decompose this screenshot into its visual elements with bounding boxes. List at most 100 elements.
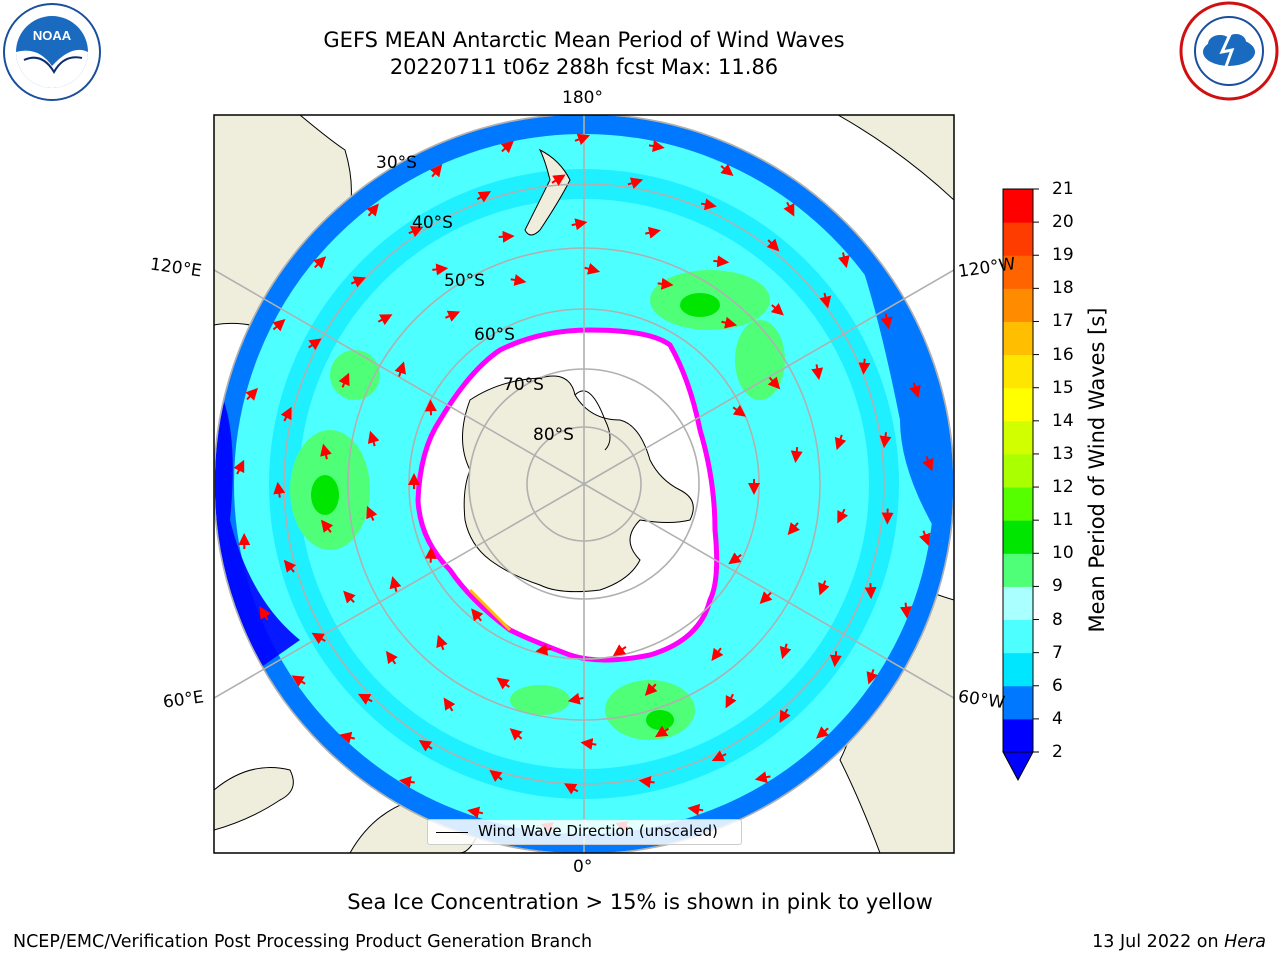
wind-wave-arrow: [283, 559, 297, 573]
wind-wave-arrow: [445, 310, 461, 322]
wind-wave-arrow: [837, 508, 849, 524]
colorbar-tick-label: 20: [1052, 212, 1074, 233]
chart-title: GEFS MEAN Antarctic Mean Period of Wind …: [323, 28, 845, 52]
wind-wave-arrow: [498, 230, 515, 243]
wind-wave-arrow: [644, 683, 658, 696]
wind-wave-arrow: [476, 191, 492, 203]
wind-wave-arrow: [584, 263, 601, 275]
wind-wave-arrow: [233, 459, 245, 475]
wind-wave-arrow: [909, 382, 921, 399]
wind-wave-arrow: [564, 783, 579, 795]
wind-wave-arrow: [471, 608, 484, 622]
wind-wave-arrow: [280, 406, 292, 422]
colorbar-tick-label: 17: [1052, 311, 1074, 332]
colorbar-segment: [1003, 288, 1033, 322]
wind-wave-arrow: [713, 255, 730, 268]
wind-wave-arrow: [385, 650, 398, 665]
colorbar-tick-label: 8: [1052, 609, 1063, 630]
colorbar-tick-label: 6: [1052, 675, 1063, 696]
wind-wave-arrow: [819, 292, 832, 309]
wind-wave-arrow: [489, 769, 503, 782]
wind-wave-arrow: [432, 263, 449, 276]
colorbar-segment: [1003, 189, 1033, 223]
wind-wave-arrow: [922, 456, 934, 472]
colorbar-segment: [1003, 718, 1033, 753]
wind-wave-arrow: [377, 314, 393, 326]
lon-label-bottom: 0°: [573, 857, 593, 877]
wind-wave-arrow: [343, 590, 356, 604]
wind-wave-arrow: [574, 133, 591, 146]
svg-text:NOAA: NOAA: [33, 28, 72, 43]
colorbar-segment: [1003, 685, 1033, 720]
colorbar-segment: [1003, 520, 1033, 554]
wind-wave-arrow: [500, 140, 514, 154]
wind-wave-arrow: [627, 177, 644, 189]
colorbar-label: Mean Period of Wind Waves [s]: [1085, 307, 1109, 633]
colorbar-tick-label: 11: [1052, 510, 1074, 531]
wind-wave-arrow: [429, 164, 443, 178]
wind-wave-arrow: [687, 803, 704, 816]
lat-label-40s: 40°S: [412, 213, 453, 233]
wind-wave-arrow: [338, 372, 350, 388]
wind-wave-arrow: [366, 505, 378, 521]
wind-wave-arrow: [700, 198, 717, 211]
wind-wave-arrow: [408, 226, 424, 238]
wind-wave-arrow: [919, 530, 931, 546]
colorbar-segment: [1003, 453, 1033, 488]
lat-label-70s: 70°S: [503, 375, 544, 395]
wind-wave-arrow: [398, 776, 415, 788]
wind-wave-arrow: [366, 203, 379, 217]
wind-wave-arrow: [654, 725, 670, 738]
wind-wave-arrow: [732, 404, 747, 417]
wind-wave-arrow: [767, 376, 781, 390]
wind-wave-arrow: [787, 522, 800, 536]
lat-label-60s: 60°S: [474, 325, 515, 345]
wind-wave-arrow: [567, 692, 584, 705]
map-legend: Wind Wave Direction (unscaled): [427, 819, 742, 845]
wind-wave-arrow: [834, 434, 847, 451]
colorbar-tick-label: 16: [1052, 344, 1074, 365]
wind-wave-arrow: [320, 443, 332, 460]
colorbar-tick-label: 4: [1052, 708, 1063, 729]
wind-wave-arrow: [308, 338, 322, 351]
wind-wave-arrow: [245, 387, 259, 401]
lat-label-80s: 80°S: [533, 425, 574, 445]
wind-wave-arrow: [779, 708, 791, 723]
wind-wave-arrow: [357, 693, 373, 705]
wind-wave-arrow: [259, 606, 271, 621]
colorbar-segment: [1003, 255, 1033, 289]
wind-wave-arrow: [811, 364, 824, 381]
colorbar-tick-label: 15: [1052, 377, 1074, 398]
lat-label-50s: 50°S: [444, 271, 485, 291]
wind-wave-arrow: [496, 677, 510, 690]
wind-wave-arrow: [779, 643, 792, 660]
colorbar-segment: [1003, 222, 1033, 256]
wind-wave-arrow: [838, 252, 850, 269]
colorbar-segment: [1003, 487, 1033, 521]
wind-wave-arrow: [648, 140, 665, 152]
colorbar-segment: [1003, 321, 1033, 356]
wind-wave-arrow: [790, 446, 803, 463]
colorbar-tick-label: 19: [1052, 245, 1074, 266]
wind-wave-arrow: [818, 580, 830, 596]
wind-wave-arrow: [273, 481, 286, 498]
wind-wave-arrow: [571, 218, 588, 231]
wind-wave-arrow: [858, 358, 871, 375]
wind-wave-arrow: [880, 313, 893, 330]
lon-label-top: 180°: [562, 88, 603, 108]
colorbar-tick-label: 2: [1052, 742, 1063, 762]
noaa-logo: NOAA: [3, 3, 101, 101]
wind-wave-arrow: [766, 238, 780, 252]
wind-wave-arrow: [394, 361, 407, 377]
legend-line-icon: [436, 832, 468, 833]
wind-wave-arrow: [711, 750, 727, 762]
wind-wave-arrow: [711, 647, 724, 662]
colorbar-segment: [1003, 354, 1033, 389]
colorbar-tick-label: 7: [1052, 642, 1063, 663]
wind-wave-arrow: [291, 675, 306, 687]
colorbar-tick-label: 18: [1052, 278, 1074, 299]
wind-wave-arrow: [551, 174, 566, 186]
wind-wave-arrow: [467, 806, 484, 819]
footer-credit: NCEP/EMC/Verification Post Processing Pr…: [13, 932, 593, 952]
